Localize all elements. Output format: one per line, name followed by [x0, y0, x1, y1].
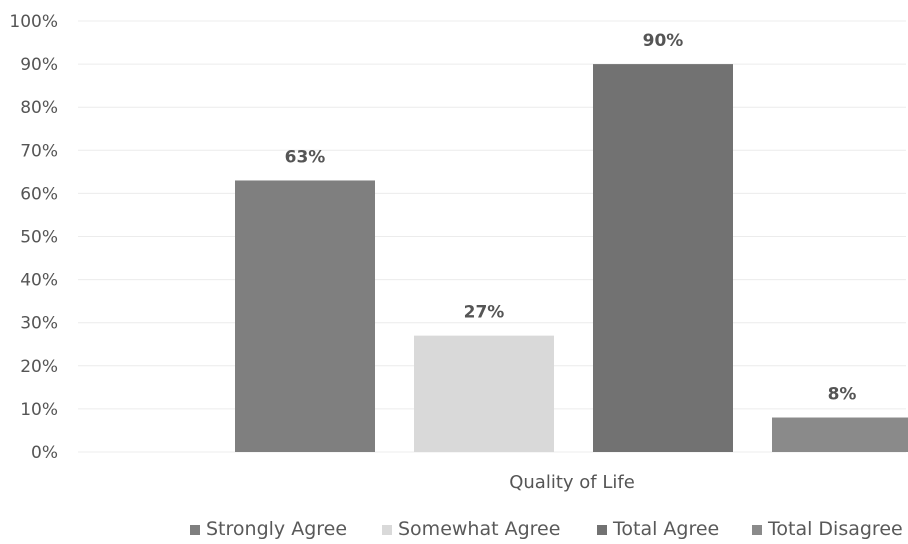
bars: [235, 64, 908, 452]
legend: Strongly Agree Somewhat Agree Total Agree T…: [190, 518, 903, 540]
data-label: 8%: [828, 385, 857, 405]
y-axis: 0% 10% 20% 30% 40% 50% 60% 70% 80% 90% 100%: [9, 12, 58, 463]
bar-strongly-agree: [235, 180, 375, 452]
data-label: 63%: [285, 147, 326, 167]
legend-swatch: [752, 525, 762, 535]
legend-label: Total Agree: [612, 518, 719, 540]
gridlines: [78, 20, 906, 453]
y-tick-label: 100%: [9, 12, 58, 32]
bar-somewhat-agree: [414, 335, 554, 452]
bar-total-agree: [593, 64, 733, 452]
y-tick-label: 30%: [20, 314, 58, 334]
y-tick-label: 0%: [31, 443, 58, 463]
data-labels: 63% 27% 90% 8%: [285, 31, 857, 404]
legend-label: Strongly Agree: [206, 518, 347, 540]
data-label: 90%: [643, 31, 684, 51]
y-tick-label: 70%: [20, 141, 58, 161]
y-tick-label: 50%: [20, 228, 58, 248]
y-tick-label: 40%: [20, 271, 58, 291]
legend-label: Somewhat Agree: [398, 518, 560, 540]
y-tick-label: 80%: [20, 98, 58, 118]
x-category-label: Quality of Life: [509, 472, 635, 493]
y-tick-label: 90%: [20, 55, 58, 75]
y-tick-label: 10%: [20, 400, 58, 420]
legend-swatch: [382, 525, 392, 535]
y-tick-label: 60%: [20, 184, 58, 204]
legend-swatch: [597, 525, 607, 535]
legend-swatch: [190, 525, 200, 535]
legend-label: Total Disagree: [767, 518, 903, 540]
data-label: 27%: [464, 303, 505, 323]
y-tick-label: 20%: [20, 357, 58, 377]
bar-total-disagree: [772, 417, 908, 452]
